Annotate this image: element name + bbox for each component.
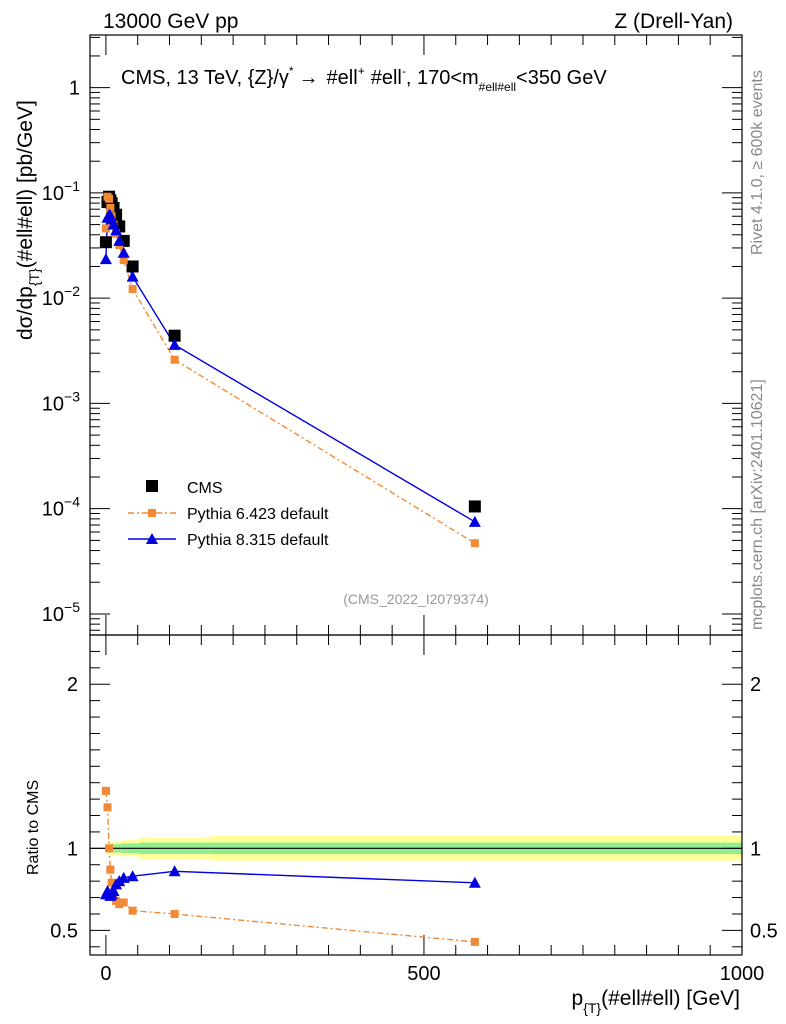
cms-point: [117, 234, 130, 247]
ratio-y-axis-label: Ratio to CMS: [25, 780, 42, 875]
series-line-pythia6: [105, 194, 476, 544]
pythia8-point: [117, 246, 130, 258]
ratio-pythia6-point: [107, 878, 116, 887]
y-tick-label: 10−4: [42, 494, 80, 521]
pythia6-point: [105, 194, 114, 203]
ratio-pythia6-point: [470, 937, 479, 946]
pythia8-point: [468, 515, 481, 527]
y-tick-label: 10−2: [42, 283, 80, 310]
legend-label-pythia8: Pythia 8.315 default: [187, 532, 329, 549]
ratio-pythia6-point: [115, 900, 124, 909]
ratio-tick-label-right: 0.5: [750, 920, 778, 942]
y-axis-label: dσ/dp{T}(#ell#ell) [pb/GeV]: [14, 100, 42, 340]
legend: CMS Pythia 6.423 default Pythia 8.315 de…: [128, 480, 329, 549]
header-left: 13000 GeV pp: [103, 10, 238, 33]
ratio-pythia6-point: [170, 909, 179, 918]
pythia6-point: [470, 539, 479, 548]
legend-label-pythia6: Pythia 6.423 default: [187, 506, 329, 523]
x-axis-label: p{T}(#ell#ell) [GeV]: [572, 987, 740, 1016]
cms-point: [99, 236, 112, 249]
ratio-pythia8-point: [107, 885, 120, 896]
ratio-pythia8-point: [168, 865, 181, 877]
rivet-label: Rivet 4.1.0, ≥ 600k events: [749, 70, 766, 255]
cms-point: [468, 500, 481, 513]
pythia6-point: [170, 355, 179, 364]
legend-label-cms: CMS: [187, 480, 223, 497]
ratio-pythia6-point: [128, 906, 137, 915]
x-tick-label: 0: [100, 963, 111, 985]
cms-point: [126, 260, 139, 273]
y-tick-label: 10−1: [42, 178, 80, 205]
y-tick-label: 1: [69, 78, 80, 100]
pythia6-point: [119, 256, 128, 265]
main-panel: [89, 34, 743, 956]
pythia6-point: [101, 224, 110, 233]
chart-title: CMS, 13 TeV, {Z}/γ* → #ell+ #ell-, 170<m#el…: [121, 64, 607, 94]
pythia8-point: [168, 338, 181, 350]
ratio-tick-label-left: 2: [67, 674, 78, 696]
ratio-pythia8-point: [468, 876, 481, 888]
ratio-pythia8-point: [126, 870, 139, 882]
ratio-tick-label-right: 1: [750, 838, 761, 860]
ratio-pythia6-point: [119, 898, 128, 907]
pythia8-point: [113, 234, 126, 246]
ratio-pythia8-point: [117, 871, 130, 883]
cms-point: [168, 329, 181, 342]
x-tick-label: 1000: [720, 963, 765, 985]
legend-marker-cms: [146, 480, 158, 492]
ratio-tick-label-right: 2: [750, 674, 761, 696]
ratio-frame: [89, 634, 743, 956]
series-line-pythia8: [105, 213, 476, 523]
pythia8-point: [110, 224, 123, 236]
y-tick-label: 10−3: [42, 388, 80, 415]
ratio-line-pythia8: [105, 870, 475, 898]
ratio-pythia6-point: [103, 803, 112, 812]
ratio-pythia6-point: [105, 844, 114, 853]
y-tick-label: 10−5: [42, 599, 80, 626]
pythia6-point: [106, 203, 115, 212]
ratio-tick-label-left: 1: [67, 838, 78, 860]
ratio-pythia6-point: [101, 786, 110, 795]
ratio-pythia6-point: [106, 865, 115, 874]
pythia8-point: [126, 270, 139, 282]
pythia6-point: [128, 285, 137, 294]
ratio-line-pythia6: [105, 790, 475, 943]
legend-marker-pythia8: [146, 533, 158, 544]
x-tick-label: 500: [407, 963, 440, 985]
analysis-watermark: (CMS_2022_I2079374): [343, 591, 489, 607]
header-right: Z (Drell-Yan): [614, 10, 733, 33]
legend-marker-pythia6: [148, 509, 156, 517]
pythia8-point: [99, 253, 112, 265]
ratio-tick-label-left: 0.5: [50, 920, 78, 942]
mcplots-label: mcplots.cern.ch [arXiv:2401.10621]: [749, 379, 766, 630]
